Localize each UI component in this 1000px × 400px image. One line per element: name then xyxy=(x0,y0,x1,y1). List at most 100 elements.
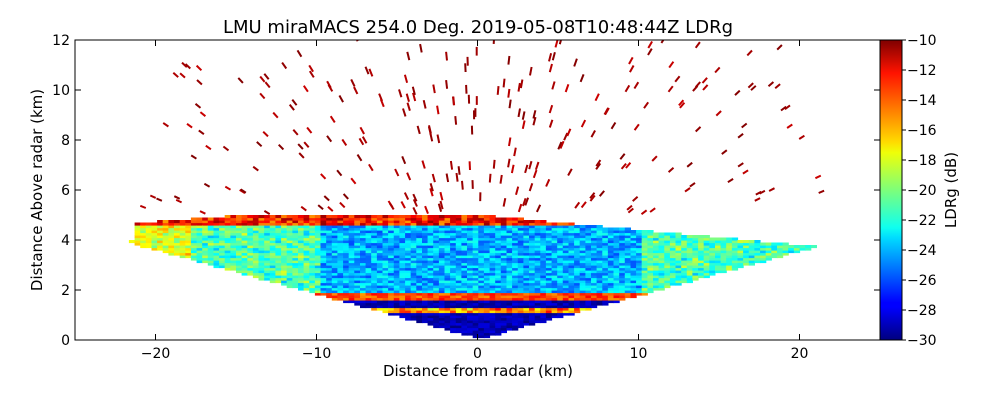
ldr-cell xyxy=(500,327,507,331)
ldr-cell xyxy=(483,227,491,231)
ldr-cell xyxy=(179,235,186,239)
ldr-cell xyxy=(715,257,722,261)
ldr-cell xyxy=(365,272,372,276)
ldr-echo-dash xyxy=(667,167,675,173)
ldr-cell xyxy=(534,285,541,289)
ldr-cell xyxy=(455,222,462,226)
ldr-cell xyxy=(467,290,474,294)
ldr-cell xyxy=(331,265,338,269)
ldr-cell xyxy=(207,235,214,239)
ldr-cell xyxy=(495,230,502,234)
ldr-cell xyxy=(376,247,384,251)
ldr-cell xyxy=(630,235,637,239)
ldr-cell xyxy=(517,250,524,254)
ldr-cell xyxy=(207,245,214,249)
ldr-echo-dash xyxy=(263,73,270,80)
ldr-cell xyxy=(190,240,198,244)
ldr-cell xyxy=(365,285,372,289)
ldr-cell xyxy=(320,232,327,236)
ldr-cell xyxy=(613,280,620,284)
ldr-cell xyxy=(252,257,260,261)
ldr-cell xyxy=(410,237,417,241)
ldr-cell xyxy=(438,282,446,286)
ldr-cell xyxy=(331,250,338,254)
ldr-cell xyxy=(596,285,603,289)
ldr-cell xyxy=(771,250,778,254)
ldr-cell xyxy=(433,242,440,246)
ldr-cell xyxy=(365,222,372,226)
ldr-echo-dash xyxy=(734,89,741,96)
ldr-cell xyxy=(326,250,333,254)
ldr-cell xyxy=(793,250,801,254)
ldr-cell xyxy=(422,312,429,316)
ldr-cell xyxy=(348,260,355,264)
ldr-cell xyxy=(607,277,615,281)
ldr-cell xyxy=(314,245,322,249)
ldr-cell xyxy=(529,282,536,286)
ldr-cell xyxy=(540,292,547,296)
ldr-cell xyxy=(450,222,457,226)
ldr-cell xyxy=(371,275,378,279)
ldr-cell xyxy=(698,247,705,251)
ldr-cell xyxy=(495,262,502,266)
ldr-cell xyxy=(461,305,468,309)
ldr-cell xyxy=(433,315,440,319)
ldr-cell xyxy=(641,275,648,279)
ldr-cell xyxy=(483,312,491,316)
ldr-cell xyxy=(314,275,322,279)
ldr-cell xyxy=(134,237,141,241)
ldr-cell xyxy=(669,245,677,249)
ldr-cell xyxy=(354,222,361,226)
ldr-cell xyxy=(512,317,519,321)
ldr-cell xyxy=(472,250,479,254)
ldr-cell xyxy=(489,240,496,244)
ldr-cell xyxy=(461,265,468,269)
ldr-cell xyxy=(433,275,440,279)
ldr-cell xyxy=(686,237,693,241)
ldr-cell xyxy=(641,255,648,259)
ldr-cell xyxy=(483,242,491,246)
ldr-cell xyxy=(461,277,468,281)
ldr-cell xyxy=(630,285,637,289)
ldr-cell xyxy=(613,290,620,294)
ldr-cell xyxy=(602,260,609,264)
ldr-cell xyxy=(545,247,553,251)
ldr-cell xyxy=(517,245,524,249)
ldr-cell xyxy=(410,297,417,301)
ldr-cell xyxy=(185,225,192,229)
ldr-cell xyxy=(551,267,558,271)
ldr-echo-dash xyxy=(445,51,448,61)
ldr-cell xyxy=(720,252,727,256)
ldr-cell xyxy=(134,227,141,231)
ldr-cell xyxy=(292,260,299,264)
ldr-cell xyxy=(393,302,400,306)
ldr-cell xyxy=(281,230,288,234)
ldr-cell xyxy=(455,252,462,256)
ldr-cell xyxy=(545,230,553,234)
ldr-cell xyxy=(483,257,491,261)
ldr-cell xyxy=(258,255,265,259)
ldr-cell xyxy=(455,255,462,259)
ldr-cell xyxy=(236,227,243,231)
ldr-cell xyxy=(309,215,316,219)
ldr-echo-dash xyxy=(557,141,563,150)
ldr-echo-dash xyxy=(317,204,324,211)
ldr-cell xyxy=(444,275,451,279)
ldr-cell xyxy=(619,280,626,284)
ldr-cell xyxy=(365,235,372,239)
ldr-cell xyxy=(568,307,575,311)
ldr-cell xyxy=(523,290,530,294)
ldr-cell xyxy=(320,262,327,266)
ldr-cell xyxy=(760,255,767,259)
ldr-cell xyxy=(354,277,361,281)
ldr-cell xyxy=(371,305,378,309)
ldr-cell xyxy=(591,260,598,264)
ldr-cell xyxy=(433,225,440,229)
ldr-cell xyxy=(472,312,479,316)
ldr-cell xyxy=(376,225,384,229)
ldr-cell xyxy=(500,307,507,311)
ldr-cell xyxy=(653,285,660,289)
ldr-cell xyxy=(483,297,491,301)
ldr-cell xyxy=(495,292,502,296)
ldr-cell xyxy=(534,260,541,264)
